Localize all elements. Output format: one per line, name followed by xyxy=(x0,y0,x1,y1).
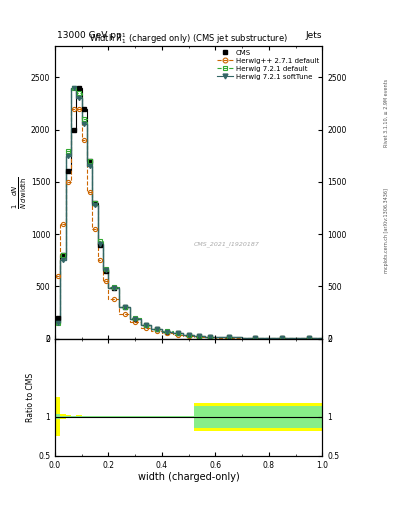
Y-axis label: Ratio to CMS: Ratio to CMS xyxy=(26,373,35,422)
Y-axis label: $\frac{1}{N}\frac{dN}{d\,\mathrm{width}}$: $\frac{1}{N}\frac{dN}{d\,\mathrm{width}}… xyxy=(11,176,29,209)
Text: CMS_2021_I1920187: CMS_2021_I1920187 xyxy=(194,241,260,247)
Text: mcplots.cern.ch [arXiv:1306.3436]: mcplots.cern.ch [arXiv:1306.3436] xyxy=(384,188,389,273)
Text: 13000 GeV pp: 13000 GeV pp xyxy=(57,31,122,40)
X-axis label: width (charged-only): width (charged-only) xyxy=(138,472,239,482)
Text: Jets: Jets xyxy=(305,31,321,40)
Legend: CMS, Herwig++ 2.7.1 default, Herwig 7.2.1 default, Herwig 7.2.1 softTune: CMS, Herwig++ 2.7.1 default, Herwig 7.2.… xyxy=(217,50,319,80)
Text: Rivet 3.1.10, ≥ 2.9M events: Rivet 3.1.10, ≥ 2.9M events xyxy=(384,78,389,147)
Title: Width $\lambda_1^1$ (charged only) (CMS jet substructure): Width $\lambda_1^1$ (charged only) (CMS … xyxy=(89,31,288,46)
